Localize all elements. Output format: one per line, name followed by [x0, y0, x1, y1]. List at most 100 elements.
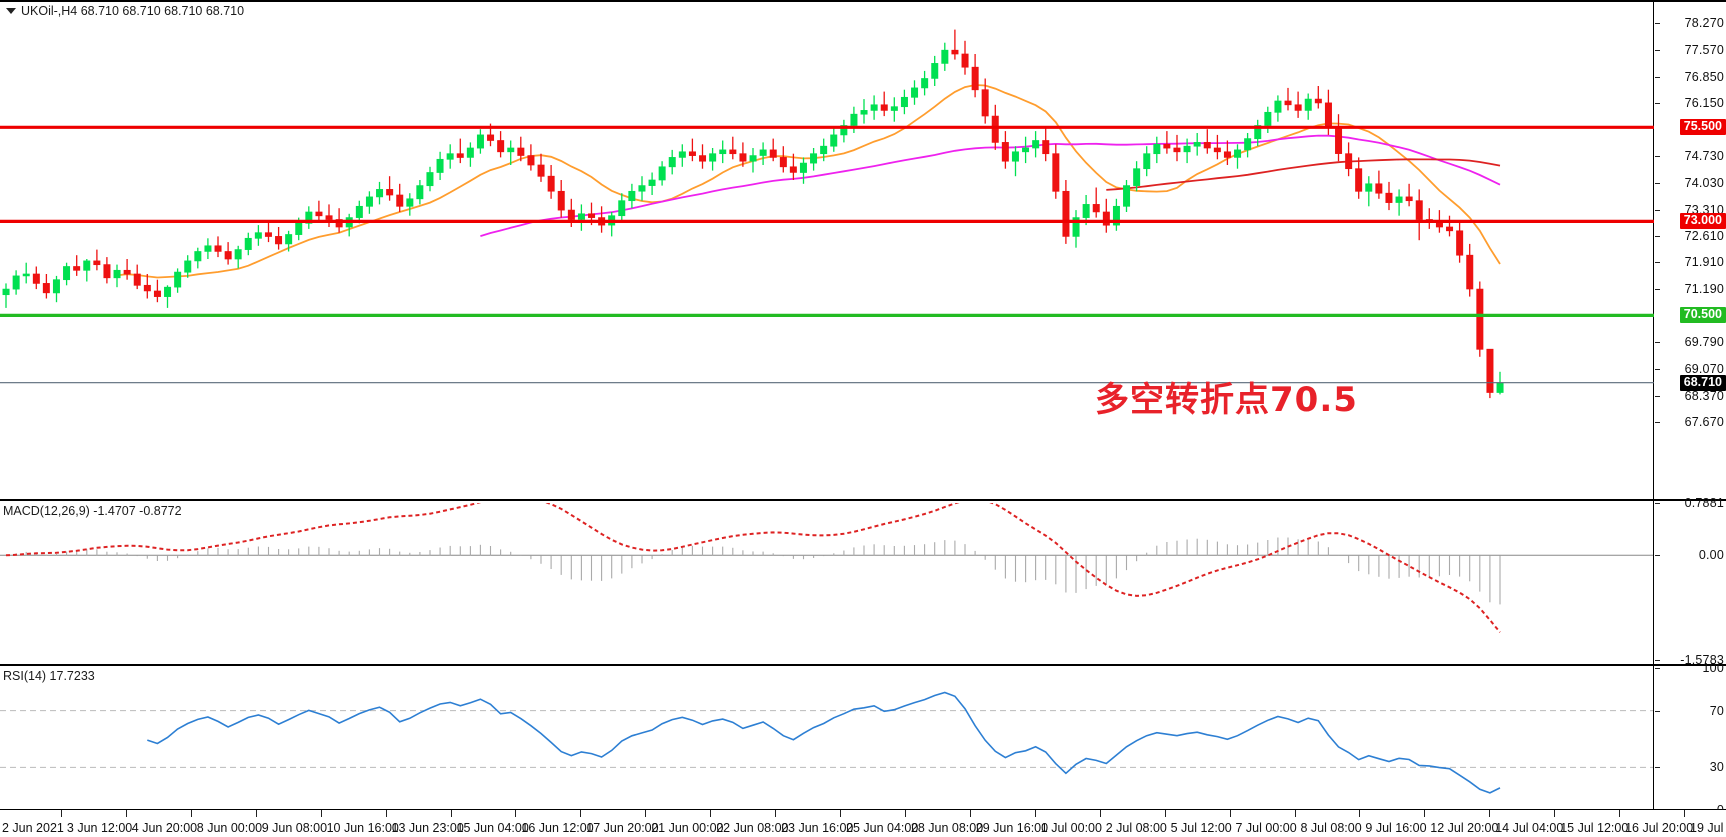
macd-tick-label: 0.00: [1698, 548, 1724, 563]
time-tick-label: 28 Jun 08:00: [910, 821, 984, 835]
price-tick-mark: [1655, 289, 1660, 291]
price-axis[interactable]: 78.270 77.570 76.850 76.150 74.730 74.030 73.3…: [1654, 0, 1726, 837]
time-tick-mark: [969, 810, 971, 817]
price-tick-mark: [1655, 156, 1660, 158]
time-tick-label: 16 Jun 12:00: [521, 821, 594, 835]
time-tick-mark: [1034, 810, 1036, 817]
time-tick-mark: [320, 810, 322, 817]
time-tick-label: 19 Jul 21:15: [1690, 821, 1726, 835]
macd-panel-top-border: [0, 499, 1726, 501]
price-tick-label: 74.730: [1684, 149, 1724, 164]
price-tick-label: 74.030: [1684, 175, 1724, 190]
price-tick-mark: [1655, 369, 1660, 371]
rsi-label: RSI(14) 17.7233: [3, 669, 95, 683]
rsi-chart-canvas: [0, 691, 1654, 794]
macd-label: MACD(12,26,9) -1.4707 -0.8772: [3, 504, 182, 518]
price-tick-mark: [1655, 342, 1660, 344]
rsi-panel[interactable]: [0, 668, 1654, 810]
time-tick-mark: [1489, 810, 1491, 817]
price-tick-label: 76.850: [1684, 69, 1724, 84]
time-tick-mark: [1229, 810, 1231, 817]
macd-tick-mark: [1655, 503, 1660, 504]
price-tick-label: 76.150: [1684, 95, 1724, 110]
time-tick-label: 21 Jun 00:00: [651, 821, 724, 835]
price-chart-canvas: [2, 29, 1504, 399]
price-tick-label: 69.790: [1684, 335, 1724, 350]
time-tick-label: 2 Jul 08:00: [1105, 821, 1167, 835]
price-tick-mark: [1655, 421, 1660, 423]
price-panel[interactable]: [0, 10, 1654, 435]
price-tick-mark: [1655, 182, 1660, 184]
time-tick-mark: [450, 810, 452, 817]
time-tick-label: 14 Jul 04:00: [1495, 821, 1564, 835]
time-tick-label: 9 Jul 16:00: [1365, 821, 1427, 835]
macd-panel[interactable]: [0, 503, 1654, 660]
time-tick-mark: [904, 810, 906, 817]
time-tick-label: 8 Jul 08:00: [1300, 821, 1362, 835]
time-tick-mark: [775, 810, 777, 817]
time-tick-mark: [1164, 810, 1166, 817]
macd-tick-label: -1.5783: [1680, 653, 1724, 667]
symbol-header-text: UKOil-,H4 68.710 68.710 68.710 68.710: [21, 4, 245, 18]
price-badge-resistance[interactable]: 75.500: [1679, 119, 1726, 136]
price-axis-separator: [1653, 0, 1654, 811]
time-tick-mark: [190, 810, 192, 817]
price-badge-support[interactable]: 70.500: [1679, 307, 1726, 324]
time-axis[interactable]: 2 Jun 2021 3 Jun 12:00 4 Jun 20:00 8 Jun 00…: [0, 810, 1726, 837]
time-tick-label: 17 Jun 20:00: [586, 821, 659, 835]
rsi-tick-label: 30: [1709, 760, 1724, 775]
time-tick-mark: [1424, 810, 1426, 817]
time-tick-mark: [255, 810, 257, 817]
time-tick-mark: [60, 810, 62, 817]
annotation-text: 多空转折点70.5: [1095, 380, 1358, 420]
rsi-tick-label: 70: [1709, 703, 1724, 718]
price-tick-label: 69.070: [1684, 362, 1724, 377]
macd-tick-mark: [1655, 555, 1660, 557]
time-tick-mark: [1099, 810, 1101, 817]
time-tick-label: 22 Jun 08:00: [716, 821, 789, 835]
price-tick-mark: [1655, 209, 1660, 211]
time-tick-label: 8 Jun 00:00: [196, 821, 263, 835]
time-tick-label: 12 Jul 20:00: [1430, 821, 1499, 835]
time-tick-mark: [1294, 810, 1296, 817]
price-tick-mark: [1655, 49, 1660, 51]
time-tick-label: 7 Jul 00:00: [1235, 821, 1297, 835]
time-tick-label: 3 Jun 12:00: [66, 821, 133, 835]
price-tick-label: 71.190: [1684, 282, 1724, 297]
price-badge-current[interactable]: 68.710: [1679, 374, 1726, 391]
time-tick-label: 1 Jul 00:00: [1040, 821, 1102, 835]
time-tick-mark: [1684, 810, 1685, 817]
rsi-tick-label: 100: [1702, 661, 1724, 675]
macd-chart-canvas: [0, 503, 1654, 633]
time-tick-mark: [515, 810, 517, 817]
price-tick-mark: [1655, 102, 1660, 104]
price-tick-mark: [1655, 23, 1660, 25]
rsi-panel-top-border: [0, 664, 1726, 666]
time-tick-label: 16 Jul 20:00: [1625, 821, 1694, 835]
symbol-header: UKOil-,H4 68.710 68.710 68.710 68.710: [6, 4, 244, 18]
time-tick-label: 15 Jun 04:00: [456, 821, 529, 835]
time-tick-mark: [840, 810, 841, 817]
time-tick-label: 10 Jun 16:00: [326, 821, 399, 835]
time-tick-mark: [1554, 810, 1556, 817]
macd-tick-label: 0.7881: [1684, 496, 1724, 510]
time-tick-mark: [125, 810, 127, 817]
time-tick-label: 2 Jun 2021: [2, 821, 64, 835]
time-tick-label: 9 Jun 08:00: [261, 821, 328, 835]
time-tick-label: 29 Jun 16:00: [975, 821, 1049, 835]
price-tick-mark: [1655, 236, 1660, 237]
time-tick-label: 4 Jun 20:00: [131, 821, 198, 835]
price-tick-label: 67.670: [1684, 414, 1724, 429]
time-tick-label: 15 Jul 12:00: [1560, 821, 1629, 835]
price-tick-label: 77.570: [1684, 42, 1724, 57]
price-tick-mark: [1655, 262, 1660, 264]
time-tick-mark: [1619, 810, 1621, 817]
caret-down-icon[interactable]: [6, 7, 16, 14]
price-badge-resistance[interactable]: 73.000: [1679, 213, 1726, 230]
price-tick-label: 71.910: [1684, 255, 1724, 270]
rsi-tick-mark: [1655, 710, 1660, 712]
rsi-tick-mark: [1655, 668, 1660, 669]
price-tick-label: 72.610: [1684, 229, 1724, 243]
time-tick-label: 13 Jun 23:00: [391, 821, 464, 835]
